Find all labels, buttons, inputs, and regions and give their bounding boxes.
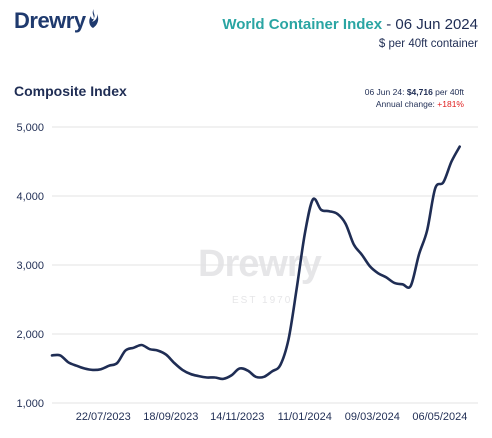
info-change-value: +181% (437, 99, 464, 109)
info-change-line: Annual change: +181% (365, 98, 464, 110)
info-unit: per 40ft (432, 87, 464, 97)
y-tick-label: 4,000 (16, 191, 44, 203)
series-line-composite-index (50, 145, 461, 381)
logo-text: Drewry (14, 8, 86, 33)
title-separator: - (382, 16, 396, 33)
flame-icon (88, 9, 98, 28)
watermark-sub: EST 1970 (232, 295, 293, 306)
info-value: $4,716 (406, 87, 433, 97)
header: World Container Index - 06 Jun 2024 $ pe… (222, 16, 478, 50)
info-box: 06 Jun 24: $4,716 per 40ft Annual change… (365, 86, 464, 110)
page-title: World Container Index - 06 Jun 2024 (222, 16, 478, 33)
info-date: 06 Jun 24: (364, 87, 405, 97)
x-tick-label: 06/05/2024 (412, 411, 467, 423)
title-index-name: World Container Index (222, 16, 383, 33)
x-tick-label: 22/07/2023 (76, 411, 131, 423)
y-axis: 5,000 4,000 3,000 2,000 1,000 (16, 122, 44, 410)
x-tick-label: 14/11/2023 (210, 411, 264, 423)
y-tick-label: 3,000 (16, 260, 44, 272)
y-tick-label: 1,000 (16, 398, 44, 410)
info-value-line: 06 Jun 24: $4,716 per 40ft (365, 86, 464, 98)
grid-layer (52, 126, 478, 404)
x-tick-label: 09/03/2024 (345, 411, 400, 423)
x-tick-label: 11/01/2024 (278, 411, 332, 423)
section-title: Composite Index (14, 83, 127, 99)
info-change-label: Annual change: (375, 99, 435, 109)
y-tick-label: 5,000 (16, 122, 44, 134)
x-axis: 22/07/2023 18/09/2023 14/11/2023 11/01/2024… (76, 411, 468, 423)
series-layer (50, 145, 461, 381)
y-tick-label: 2,000 (16, 329, 44, 341)
subtitle: $ per 40ft container (378, 38, 478, 50)
drewry-logo: Drewry (14, 8, 101, 34)
title-date: 06 Jun 2024 (395, 16, 478, 33)
x-tick-label: 18/09/2023 (143, 411, 198, 423)
